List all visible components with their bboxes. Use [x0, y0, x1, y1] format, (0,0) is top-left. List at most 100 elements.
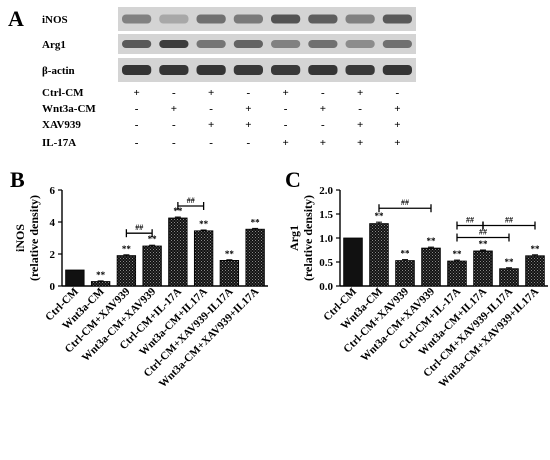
significance-label: ** [479, 239, 489, 249]
blot-band [345, 40, 375, 48]
condition-sign: + [357, 137, 363, 149]
condition-sign: + [245, 103, 251, 115]
bracket-label: ## [479, 228, 487, 237]
bar [193, 230, 214, 287]
condition-sign: + [282, 87, 288, 99]
bar [142, 245, 162, 287]
blot-band [308, 14, 338, 24]
blot-band [345, 14, 375, 24]
blot-label: Arg1 [42, 39, 66, 51]
condition-sign: + [394, 137, 400, 149]
blot-band [382, 40, 412, 48]
panel-a: A iNOS Arg1 β-actin Ctrl-CM + - + - + - + - Wnt3a-C… [8, 6, 416, 149]
blot-band [308, 40, 338, 48]
blot-band [233, 40, 263, 48]
condition-sign: - [209, 103, 213, 115]
condition-sign: + [394, 103, 400, 115]
condition-sign: - [135, 137, 139, 149]
bar [447, 260, 467, 287]
condition-sign: - [209, 137, 213, 149]
condition-sign: - [172, 137, 176, 149]
significance-label: ** [199, 219, 209, 229]
panel-a-letter: A [8, 6, 24, 31]
y-tick-label: 0 [50, 281, 56, 293]
blot-band [382, 65, 412, 75]
blot-band [271, 65, 301, 75]
western-blots [118, 7, 416, 82]
bar [245, 228, 265, 287]
condition-label: Ctrl-CM [42, 87, 84, 99]
condition-sign: + [394, 119, 400, 131]
blot-band [159, 14, 189, 24]
condition-sign: + [133, 87, 139, 99]
significance-label: ** [375, 211, 385, 221]
blot-band [271, 14, 301, 24]
significance-label: ** [505, 257, 515, 267]
blot-label: iNOS [42, 14, 68, 26]
bar [168, 217, 188, 287]
condition-sign: - [321, 119, 325, 131]
bar [369, 223, 389, 287]
condition-sign: + [282, 137, 288, 149]
condition-sign: - [284, 103, 288, 115]
y-tick-label: 4 [50, 217, 56, 229]
y-tick-label: 6 [50, 185, 56, 197]
y-axis-label-units: (relative density) [27, 195, 41, 281]
condition-label: Wnt3a-CM [42, 103, 96, 115]
condition-sign: - [321, 87, 325, 99]
blot-band [196, 65, 226, 75]
condition-sign: - [284, 119, 288, 131]
condition-sign: - [135, 119, 139, 131]
significance-label: ** [122, 244, 132, 254]
condition-table: Ctrl-CM + - + - + - + - Wnt3a-CM - + - + - + - + XAV939 - - +… [42, 87, 401, 149]
significance-label: ** [427, 236, 437, 246]
blot-band [308, 65, 338, 75]
bar [65, 269, 85, 287]
blot-band [233, 14, 263, 24]
condition-sign: + [357, 119, 363, 131]
condition-sign: + [208, 119, 214, 131]
bar [395, 260, 415, 287]
significance-label: ** [531, 244, 541, 254]
y-tick-label: 1.5 [319, 209, 333, 221]
condition-sign: - [358, 103, 362, 115]
y-tick-label: 0.0 [319, 281, 333, 293]
blot-band [196, 14, 226, 24]
bar [343, 237, 363, 287]
significance-label: ** [96, 270, 106, 280]
condition-sign: - [172, 119, 176, 131]
blot-label: β-actin [42, 65, 75, 77]
significance-label: ** [225, 249, 235, 259]
condition-sign: - [396, 87, 400, 99]
y-axis-label-units: (relative density) [301, 195, 315, 281]
bracket-label: ## [135, 223, 143, 232]
condition-sign: + [171, 103, 177, 115]
bracket-label: ## [466, 216, 474, 225]
significance-label: ** [173, 206, 183, 216]
blot-band [122, 65, 152, 75]
blot-band [159, 65, 189, 75]
bracket-label: ## [505, 216, 513, 225]
bracket-label: ## [401, 198, 409, 207]
bar [219, 259, 240, 287]
blot-band [122, 40, 152, 48]
bracket-label: ## [187, 196, 195, 205]
bar [90, 281, 111, 287]
bar [499, 268, 519, 287]
condition-sign: + [320, 137, 326, 149]
condition-sign: - [172, 87, 176, 99]
significance-label: ** [148, 234, 158, 244]
significance-label: ** [251, 217, 261, 227]
significance-label: ** [401, 249, 411, 259]
y-tick-label: 0.5 [319, 257, 333, 269]
blot-band [271, 40, 301, 48]
condition-sign: + [357, 87, 363, 99]
condition-label: IL-17A [42, 137, 76, 149]
bar [116, 255, 137, 287]
panel-b-letter: B [10, 167, 25, 192]
blot-band [382, 14, 412, 24]
panel-c-letter: C [285, 167, 301, 192]
